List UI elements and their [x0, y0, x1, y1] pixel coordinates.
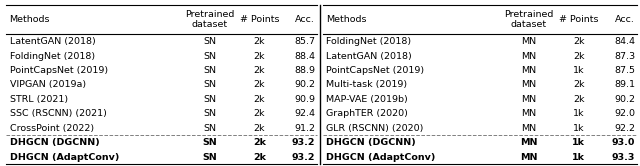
- Text: 88.4: 88.4: [294, 52, 316, 61]
- Text: 2k: 2k: [253, 81, 265, 89]
- Text: 87.5: 87.5: [614, 66, 636, 75]
- Text: PointCapsNet (2019): PointCapsNet (2019): [10, 66, 108, 75]
- Text: SN: SN: [202, 138, 217, 147]
- Text: DHGCN (DGCNN): DHGCN (DGCNN): [10, 138, 99, 147]
- Text: SN: SN: [204, 37, 216, 46]
- Text: MN: MN: [521, 81, 536, 89]
- Text: SN: SN: [204, 124, 216, 133]
- Text: Pretrained
dataset: Pretrained dataset: [185, 10, 234, 29]
- Text: 2k: 2k: [573, 37, 584, 46]
- Text: Methods: Methods: [326, 15, 367, 24]
- Text: DHGCN (DGCNN): DHGCN (DGCNN): [326, 138, 416, 147]
- Text: 2k: 2k: [253, 52, 265, 61]
- Text: 93.3: 93.3: [612, 153, 636, 162]
- Text: MN: MN: [520, 138, 538, 147]
- Text: VIPGAN (2019a): VIPGAN (2019a): [10, 81, 86, 89]
- Text: GLR (RSCNN) (2020): GLR (RSCNN) (2020): [326, 124, 424, 133]
- Text: 1k: 1k: [573, 109, 584, 118]
- Text: MN: MN: [521, 109, 536, 118]
- Text: 1k: 1k: [572, 138, 586, 147]
- Text: Acc.: Acc.: [615, 15, 636, 24]
- Text: MN: MN: [521, 95, 536, 104]
- Text: SN: SN: [204, 81, 216, 89]
- Text: Methods: Methods: [10, 15, 50, 24]
- Text: 90.2: 90.2: [294, 81, 316, 89]
- Text: 2k: 2k: [573, 95, 584, 104]
- Text: 90.9: 90.9: [294, 95, 316, 104]
- Text: MN: MN: [521, 37, 536, 46]
- Text: CrossPoint (2022): CrossPoint (2022): [10, 124, 93, 133]
- Text: 2k: 2k: [253, 109, 265, 118]
- Text: 85.7: 85.7: [294, 37, 316, 46]
- Text: STRL (2021): STRL (2021): [10, 95, 68, 104]
- Text: FoldingNet (2018): FoldingNet (2018): [10, 52, 95, 61]
- Text: 93.2: 93.2: [292, 153, 316, 162]
- Text: 2k: 2k: [253, 138, 266, 147]
- Text: Multi-task (2019): Multi-task (2019): [326, 81, 408, 89]
- Text: 2k: 2k: [253, 66, 265, 75]
- Text: SN: SN: [204, 66, 216, 75]
- Text: LatentGAN (2018): LatentGAN (2018): [326, 52, 412, 61]
- Text: 2k: 2k: [573, 81, 584, 89]
- Text: MAP-VAE (2019b): MAP-VAE (2019b): [326, 95, 408, 104]
- Text: FoldingNet (2018): FoldingNet (2018): [326, 37, 412, 46]
- Text: PointCapsNet (2019): PointCapsNet (2019): [326, 66, 424, 75]
- Text: 2k: 2k: [253, 153, 266, 162]
- Text: 92.4: 92.4: [294, 109, 316, 118]
- Text: MN: MN: [520, 153, 538, 162]
- Text: # Points: # Points: [239, 15, 279, 24]
- Text: DHGCN (AdaptConv): DHGCN (AdaptConv): [10, 153, 119, 162]
- Text: MN: MN: [521, 52, 536, 61]
- Text: LatentGAN (2018): LatentGAN (2018): [10, 37, 95, 46]
- Text: 93.2: 93.2: [292, 138, 316, 147]
- Text: 2k: 2k: [573, 52, 584, 61]
- Text: 1k: 1k: [573, 124, 584, 133]
- Text: # Points: # Points: [559, 15, 598, 24]
- Text: GraphTER (2020): GraphTER (2020): [326, 109, 408, 118]
- Text: 90.2: 90.2: [614, 95, 636, 104]
- Text: 2k: 2k: [253, 124, 265, 133]
- Text: 84.4: 84.4: [614, 37, 636, 46]
- Text: SN: SN: [204, 95, 216, 104]
- Text: Acc.: Acc.: [296, 15, 316, 24]
- Text: 2k: 2k: [253, 95, 265, 104]
- Text: MN: MN: [521, 66, 536, 75]
- Text: Pretrained
dataset: Pretrained dataset: [504, 10, 554, 29]
- Text: SN: SN: [202, 153, 217, 162]
- Text: 88.9: 88.9: [294, 66, 316, 75]
- Text: 87.3: 87.3: [614, 52, 636, 61]
- Text: 2k: 2k: [253, 37, 265, 46]
- Text: SN: SN: [204, 52, 216, 61]
- Text: 92.2: 92.2: [614, 124, 636, 133]
- Text: SN: SN: [204, 109, 216, 118]
- Text: 89.1: 89.1: [614, 81, 636, 89]
- Text: MN: MN: [521, 124, 536, 133]
- Text: 1k: 1k: [572, 153, 586, 162]
- Text: 1k: 1k: [573, 66, 584, 75]
- Text: SSC (RSCNN) (2021): SSC (RSCNN) (2021): [10, 109, 106, 118]
- Text: 93.0: 93.0: [612, 138, 636, 147]
- Text: 92.0: 92.0: [614, 109, 636, 118]
- Text: DHGCN (AdaptConv): DHGCN (AdaptConv): [326, 153, 436, 162]
- Text: 91.2: 91.2: [294, 124, 316, 133]
